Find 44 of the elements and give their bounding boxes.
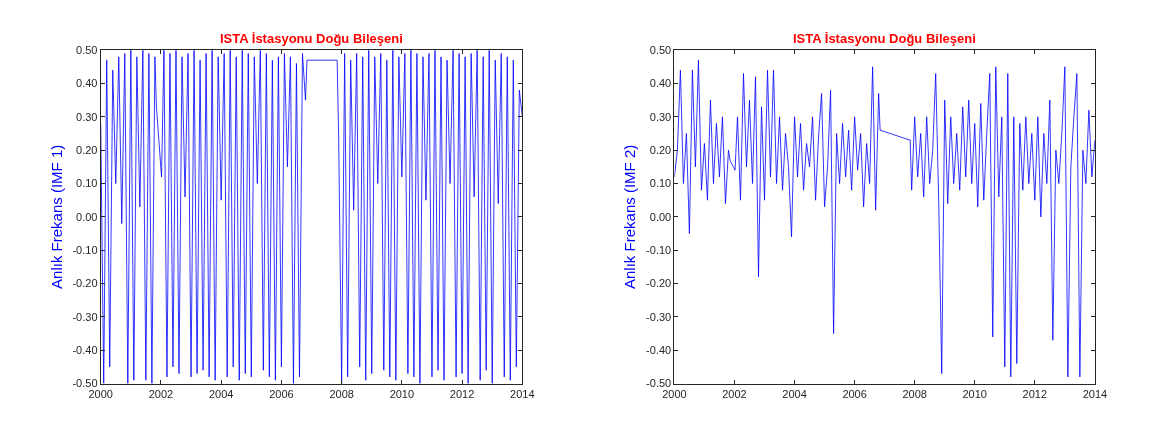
x-tick-label: 2004 [208, 387, 234, 400]
x-tick-label: 2004 [782, 387, 807, 400]
x-tick-label: 2000 [662, 387, 687, 400]
chart-title: ISTA İstasyonu Doğu Bileşeni [220, 31, 403, 46]
y-tick-label: -0.20 [646, 277, 672, 290]
y-tick-label: 0.50 [76, 44, 98, 57]
y-axis-title: Anlık Frekans (IMF 1) [47, 144, 65, 289]
x-tick-label: 2012 [449, 387, 475, 400]
x-tick-label: 2014 [1082, 387, 1108, 400]
y-tick-label: -0.10 [646, 244, 672, 257]
y-axis-title: Anlık Frekans (IMF 2) [621, 144, 639, 289]
y-tick-label: 0.10 [76, 177, 98, 190]
y-tick-label: 0.40 [76, 77, 98, 90]
y-tick-label: -0.40 [646, 344, 672, 357]
y-tick-label: -0.30 [646, 310, 672, 323]
x-tick-label: 2008 [902, 387, 927, 400]
y-tick-label: -0.30 [72, 310, 98, 323]
y-tick-label: 0.00 [649, 210, 672, 223]
y-tick-label: 0.30 [649, 110, 672, 123]
y-tick-label: 0.10 [649, 177, 672, 190]
y-tick-label: -0.50 [72, 377, 98, 390]
x-tick-label: 2008 [329, 387, 354, 400]
x-tick-label: 2010 [389, 387, 415, 400]
y-tick-label: -0.10 [72, 244, 98, 257]
x-tick-label: 2012 [1022, 387, 1048, 400]
y-tick-label: 0.40 [649, 77, 672, 90]
y-tick-label: 0.50 [649, 44, 672, 57]
chart-title: ISTA İstasyonu Doğu Bileşeni [793, 31, 976, 46]
line-series [100, 50, 523, 384]
y-tick-label: -0.20 [72, 277, 98, 290]
x-tick-label: 2002 [148, 387, 174, 400]
x-tick-label: 2006 [842, 387, 867, 400]
y-tick-label: -0.50 [646, 377, 672, 390]
x-tick-label: 2010 [962, 387, 987, 400]
x-tick-label: 2006 [269, 387, 294, 400]
x-tick-label: 2000 [88, 387, 113, 400]
y-tick-label: -0.40 [72, 344, 98, 357]
y-tick-label: 0.20 [76, 144, 98, 157]
y-tick-label: 0.00 [76, 210, 98, 223]
y-tick-label: 0.30 [76, 110, 98, 123]
x-tick-label: 2014 [510, 387, 535, 400]
line-series [674, 59, 1095, 378]
y-tick-label: 0.20 [649, 144, 672, 157]
x-tick-label: 2002 [722, 387, 747, 400]
